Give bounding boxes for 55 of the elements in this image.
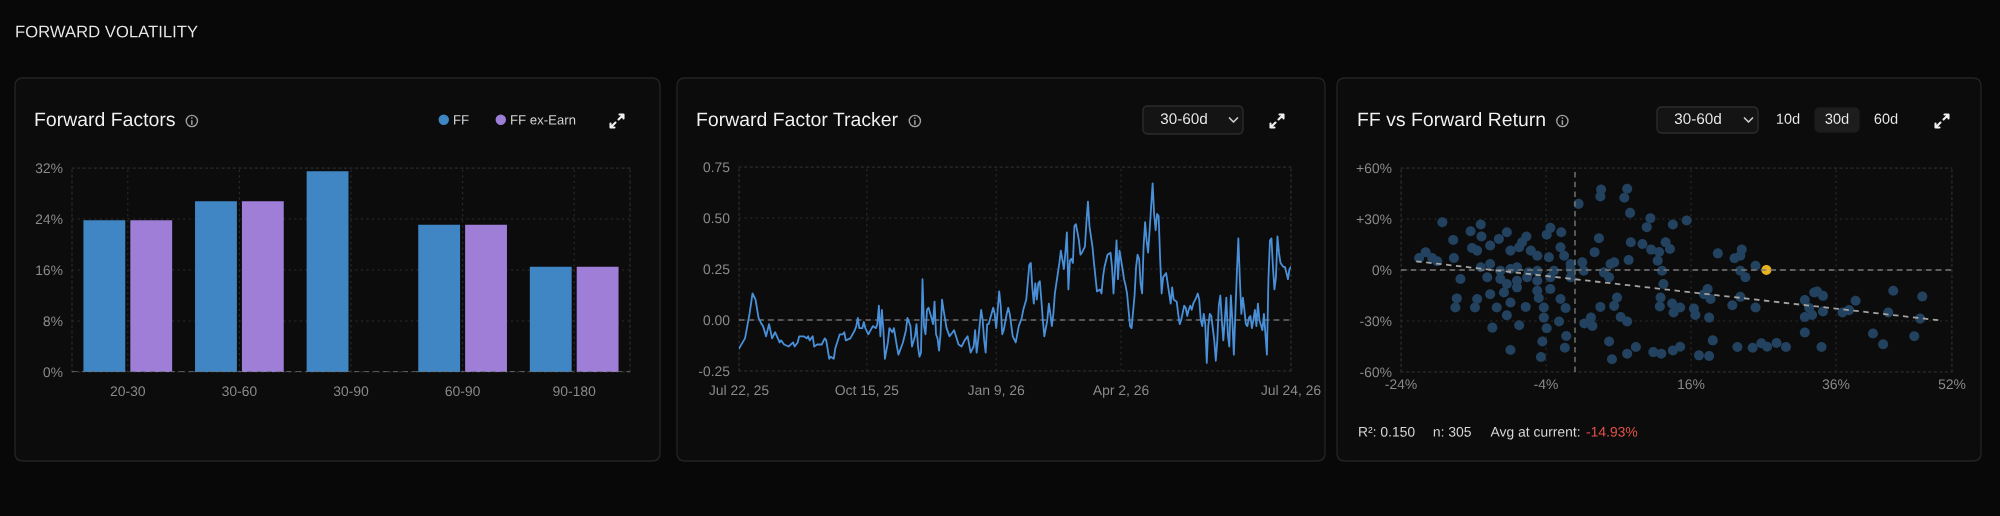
x-tick-label: 60-90 <box>445 386 480 397</box>
x-tick-label: 20-30 <box>110 386 146 397</box>
x-tick-label: 36% <box>1822 379 1850 390</box>
x-tick-label: Jan 9, 26 <box>967 385 1025 397</box>
bar <box>529 266 572 372</box>
bar <box>465 224 507 372</box>
x-tick-label: Apr 2, 26 <box>1092 385 1149 398</box>
y-tick-label: 8% <box>43 316 63 327</box>
x-tick-label: -4% <box>1534 379 1558 390</box>
y-tick-label: 0.75 <box>703 162 730 173</box>
bar <box>130 220 173 372</box>
chart-title: FF vs Forward Return <box>1358 111 1545 127</box>
x-tick-label: Oct 15, 25 <box>835 385 899 397</box>
y-tick-label: 16% <box>36 265 63 276</box>
text: 10d <box>1776 113 1800 124</box>
x-tick-label: 52% <box>1938 379 1966 390</box>
x-tick-label: 16% <box>1678 379 1705 390</box>
y-tick-label: 24% <box>35 214 63 225</box>
x-tick-label: -24% <box>1385 379 1417 390</box>
legend-label: FF <box>454 115 469 125</box>
y-tick-label: -30% <box>1360 316 1392 327</box>
y-tick-label: -60% <box>1360 367 1392 378</box>
bar <box>418 224 461 372</box>
text: 60d <box>1874 113 1898 124</box>
x-tick-label: Jul 24, 26 <box>1261 384 1321 397</box>
y-tick-label: 0% <box>43 367 63 378</box>
bar <box>576 266 619 372</box>
chart-title: Forward Factor Tracker <box>697 111 898 127</box>
bar <box>241 201 284 372</box>
text: FORWARD VOLATILITY <box>16 25 198 38</box>
legend-label: FF ex-Earn <box>511 115 576 125</box>
y-tick-label: -0.25 <box>698 366 730 377</box>
text: R²: 0.150 <box>1359 426 1415 437</box>
y-tick-label: 0.00 <box>703 315 730 326</box>
text: n: 305 <box>1433 426 1471 437</box>
bar <box>83 220 126 372</box>
y-tick-label: 32% <box>35 163 63 174</box>
text: 30d <box>1825 113 1849 124</box>
y-tick-label: 0.25 <box>703 264 730 275</box>
x-tick-label: 30-60 <box>222 386 257 397</box>
x-tick-label: Jul 22, 25 <box>709 384 769 397</box>
y-tick-label: +30% <box>1356 214 1392 225</box>
text: -14.93% <box>1586 426 1638 437</box>
text: Avg at current: <box>1490 427 1580 440</box>
y-tick-label: +60% <box>1356 163 1392 174</box>
text: 30-60d <box>1674 112 1721 125</box>
x-tick-label: 30-90 <box>333 386 369 397</box>
chart-title: Forward Factors <box>35 111 175 127</box>
x-tick-label: 90-180 <box>553 386 596 397</box>
bar <box>195 201 237 372</box>
text: 30-60d <box>1160 112 1207 125</box>
y-tick-label: 0% <box>1372 265 1392 276</box>
line-series <box>739 182 1291 364</box>
bar <box>306 171 349 372</box>
y-tick-label: 0.50 <box>703 213 730 224</box>
